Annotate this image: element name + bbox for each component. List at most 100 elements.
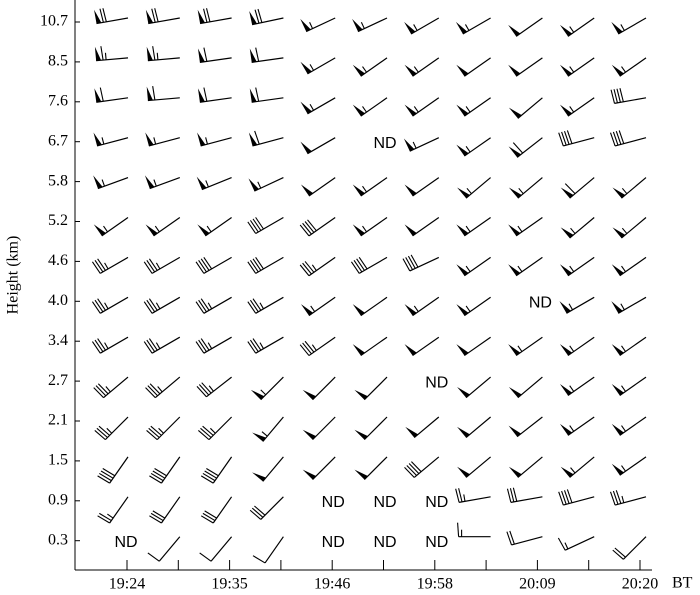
wind-barb — [252, 456, 284, 482]
wind-barb — [143, 296, 181, 314]
barb-staff — [212, 496, 233, 524]
barb-half — [517, 345, 523, 352]
barb-staff — [99, 256, 129, 274]
barb-flag — [404, 64, 417, 77]
barb-full — [564, 183, 576, 195]
barb-full — [206, 468, 219, 477]
barb-staff — [149, 177, 181, 190]
barb-staff — [154, 376, 181, 399]
barb-staff — [619, 256, 647, 277]
barb-full — [102, 468, 116, 477]
barb-flag — [559, 344, 573, 356]
barb-full — [195, 261, 205, 274]
y-tick-label: 5.8 — [48, 172, 68, 189]
barb-half — [569, 425, 575, 432]
barb-half — [620, 303, 625, 311]
barb-staff — [358, 256, 388, 274]
wind-barb — [247, 296, 284, 314]
barb-flag — [508, 107, 522, 119]
barb-full — [249, 220, 259, 233]
barb-staff — [308, 177, 336, 197]
barb-half — [205, 180, 209, 188]
barb-half — [104, 302, 109, 310]
barb-staff — [516, 416, 543, 438]
barb-staff — [465, 177, 491, 199]
barb-staff — [619, 57, 647, 77]
barb-full — [304, 221, 315, 233]
wind-barb — [252, 536, 284, 564]
no-data-label: ND — [373, 534, 396, 551]
barb-full — [143, 301, 153, 314]
barb-staff — [614, 137, 647, 147]
wind-barb — [612, 177, 647, 199]
barb-full — [458, 488, 463, 502]
barb-full — [509, 530, 515, 545]
barb-flag — [146, 86, 153, 101]
barb-full — [457, 522, 460, 537]
barb-half — [311, 264, 317, 271]
barb-full — [302, 342, 312, 355]
barb-staff — [360, 296, 388, 317]
barb-full — [195, 301, 205, 314]
barb-full — [410, 254, 419, 268]
wind-barb — [611, 416, 647, 436]
barb-flag — [300, 61, 312, 74]
wind-barb — [611, 376, 647, 396]
wind-barb — [506, 530, 543, 546]
barb-half — [620, 24, 625, 31]
barb-flag — [456, 344, 469, 356]
barb-flag — [457, 466, 470, 478]
barb-flag — [456, 144, 469, 157]
barb-full — [247, 341, 257, 354]
barb-half — [517, 265, 523, 273]
wind-barb — [196, 176, 232, 191]
barb-full — [402, 258, 411, 272]
barb-flag — [300, 141, 312, 154]
barb-flag — [404, 224, 417, 236]
barb-staff — [621, 177, 647, 199]
barb-staff — [255, 336, 284, 354]
no-data-label: ND — [529, 295, 552, 312]
barb-full — [252, 218, 262, 231]
barb-staff — [464, 217, 491, 237]
barb-staff — [96, 97, 129, 103]
no-data-label: ND — [114, 534, 137, 551]
wind-barb — [352, 177, 388, 197]
barb-flag — [560, 227, 574, 239]
barb-full — [195, 341, 205, 354]
barb-full — [94, 339, 104, 353]
barb-staff — [360, 97, 388, 117]
wind-barb — [352, 17, 388, 33]
barb-staff — [208, 416, 233, 441]
wind-barb — [455, 488, 491, 503]
barb-staff — [515, 217, 543, 237]
y-tick-label: 8.5 — [48, 53, 68, 70]
barb-half — [105, 386, 111, 393]
barb-flag — [300, 184, 314, 196]
barb-full — [204, 510, 217, 519]
barb-full — [146, 259, 156, 273]
barb-flag — [611, 463, 624, 476]
barb-full — [205, 8, 211, 22]
barb-staff — [515, 336, 543, 357]
barb-half — [621, 66, 626, 73]
wind-barb — [508, 217, 543, 237]
y-tick-label: 10.7 — [40, 13, 68, 30]
barb-half — [309, 64, 315, 71]
barb-full — [506, 531, 513, 546]
wind-barb — [611, 456, 647, 476]
barb-full — [145, 387, 156, 399]
barb-staff — [206, 376, 232, 398]
barb-flag — [404, 344, 417, 356]
barb-staff — [104, 416, 129, 441]
barb-flag — [352, 344, 365, 356]
barb-flag — [611, 264, 624, 276]
barb-staff — [109, 496, 129, 524]
barb-flag — [302, 429, 317, 440]
wind-barb — [197, 47, 232, 63]
barb-flag — [508, 64, 521, 77]
wind-barb — [145, 132, 180, 147]
barb-full — [200, 427, 212, 438]
barb-full — [96, 427, 108, 438]
barb-half — [101, 179, 106, 187]
